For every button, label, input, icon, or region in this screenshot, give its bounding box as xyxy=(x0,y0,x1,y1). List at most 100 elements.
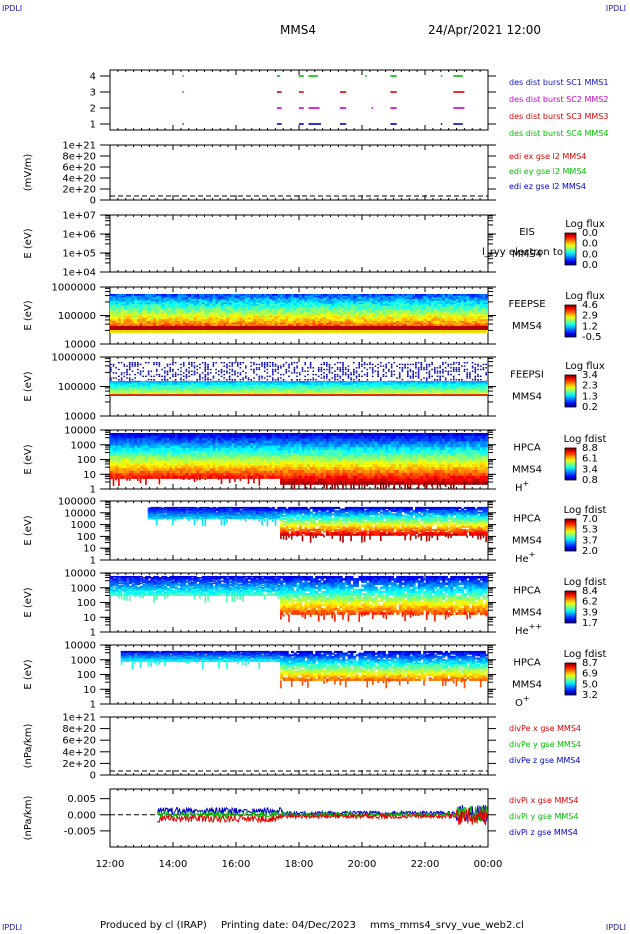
heatmap-cell xyxy=(393,327,397,330)
heatmap-cell xyxy=(180,381,184,383)
heatmap-cell xyxy=(355,307,359,310)
heatmap-cell xyxy=(199,386,203,388)
heatmap-cell xyxy=(282,305,286,308)
heatmap-cell xyxy=(320,324,324,327)
heatmap-cell xyxy=(423,315,427,319)
heatmap-cell xyxy=(428,327,432,330)
heatmap-cell xyxy=(182,363,185,366)
heatmap-cell xyxy=(272,295,276,298)
heatmap-cell xyxy=(155,324,160,327)
heatmap-cell xyxy=(447,310,451,313)
heatmap-cell xyxy=(207,367,209,369)
heatmap-cell xyxy=(272,294,276,297)
heatmap-cell xyxy=(328,305,332,308)
heatmap-cell xyxy=(164,314,168,317)
heatmap-cell xyxy=(301,295,305,298)
heatmap-cell xyxy=(469,324,473,327)
heatmap-cell xyxy=(382,305,386,308)
heatmap-cell xyxy=(450,295,454,298)
heatmap-cell xyxy=(193,302,197,305)
heatmap-cell xyxy=(177,309,181,312)
heatmap-cell xyxy=(277,372,280,374)
heatmap-cell xyxy=(309,295,313,298)
heatmap-cell xyxy=(236,315,241,319)
heatmap-cell xyxy=(442,304,446,307)
heatmap-cell xyxy=(285,325,289,329)
heatmap-cell xyxy=(226,299,230,302)
heatmap-cell xyxy=(193,297,197,300)
heatmap-cell xyxy=(434,325,438,329)
heatmap-cell xyxy=(423,309,427,312)
heatmap-cell xyxy=(231,307,235,310)
heatmap-cell xyxy=(428,302,432,305)
heatmap-cell xyxy=(401,312,405,315)
heatmap-cell xyxy=(261,324,265,327)
heatmap-cell xyxy=(204,388,208,391)
heatmap-cell xyxy=(274,384,278,387)
heatmap-cell xyxy=(128,299,133,302)
heatmap-cell xyxy=(209,390,214,392)
heatmap-cell xyxy=(463,305,467,308)
heatmap-cell xyxy=(155,382,160,385)
heatmap-cell xyxy=(336,327,340,330)
heatmap-cell xyxy=(110,388,114,391)
heatmap-cell xyxy=(442,295,446,298)
heatmap-cell xyxy=(164,309,168,312)
heatmap-cell xyxy=(137,381,141,383)
heatmap-cell xyxy=(250,299,254,302)
heatmap-cell xyxy=(434,300,438,303)
heatmap-cell xyxy=(339,299,343,302)
heatmap-cell xyxy=(263,362,266,364)
heatmap-cell xyxy=(366,294,370,297)
heatmap-cell xyxy=(147,379,150,381)
heatmap-cell xyxy=(342,294,346,297)
heatmap-cell xyxy=(112,365,115,367)
heatmap-cell xyxy=(269,327,273,330)
heatmap-cell xyxy=(123,317,127,320)
heatmap-cell xyxy=(374,320,378,324)
heatmap-cell xyxy=(207,310,211,313)
heatmap-cell xyxy=(126,382,130,385)
heatmap-cell xyxy=(253,383,257,386)
heatmap-cell xyxy=(220,325,224,329)
heatmap-cell xyxy=(247,314,251,317)
heatmap-cell xyxy=(309,322,313,325)
heatmap-cell xyxy=(296,322,300,325)
heatmap-cell xyxy=(153,375,155,377)
heatmap-cell xyxy=(450,322,454,325)
heatmap-cell xyxy=(439,295,443,298)
heatmap-cell xyxy=(185,386,189,388)
heatmap-cell xyxy=(434,297,438,300)
heatmap-cell xyxy=(390,300,394,303)
heatmap-cell xyxy=(255,388,259,391)
heatmap-cell xyxy=(404,305,408,308)
heatmap-cell xyxy=(385,307,389,310)
heatmap-cell xyxy=(461,302,465,305)
heatmap-cell xyxy=(371,305,376,308)
heatmap-cell xyxy=(358,304,362,307)
heatmap-cell xyxy=(120,307,124,310)
heatmap-cell xyxy=(342,304,346,307)
heatmap-cell xyxy=(228,297,232,300)
heatmap-cell xyxy=(161,294,165,297)
heatmap-cell xyxy=(296,317,300,320)
heatmap-cell xyxy=(407,315,411,319)
heatmap-cell xyxy=(272,300,276,303)
heatmap-cell xyxy=(185,377,188,379)
heatmap-cell xyxy=(218,319,222,322)
heatmap-cell xyxy=(239,390,243,392)
heatmap-cell xyxy=(191,314,195,317)
heatmap-cell xyxy=(261,327,265,330)
heatmap-cell xyxy=(212,388,216,391)
heatmap-cell xyxy=(142,314,146,317)
heatmap-cell xyxy=(280,392,284,395)
heatmap-cell xyxy=(228,317,232,320)
heatmap-cell xyxy=(266,372,269,374)
heatmap-cell xyxy=(174,312,178,315)
heatmap-cell xyxy=(277,309,281,312)
heatmap-cell xyxy=(409,304,413,307)
heatmap-cell xyxy=(118,294,122,297)
heatmap-cell xyxy=(371,324,376,327)
heatmap-cell xyxy=(280,304,284,307)
heatmap-cell xyxy=(193,384,197,387)
